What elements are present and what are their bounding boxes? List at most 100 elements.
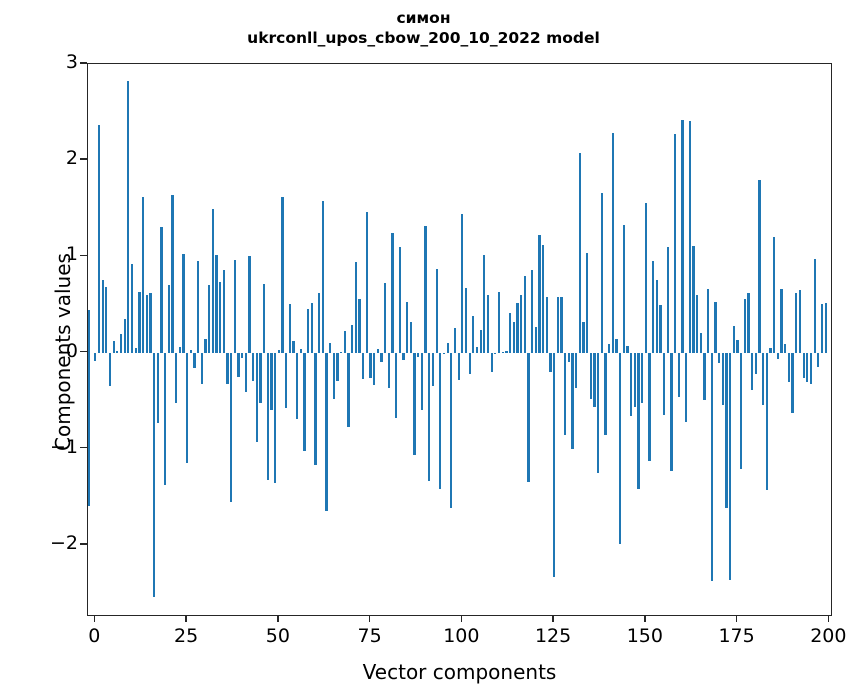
bar bbox=[585, 253, 589, 353]
y-tick-mark bbox=[80, 254, 87, 257]
bar bbox=[582, 321, 585, 353]
bar bbox=[619, 352, 622, 544]
x-tick-mark bbox=[827, 615, 830, 622]
bar bbox=[182, 254, 185, 353]
bar bbox=[681, 119, 684, 353]
bar bbox=[420, 352, 424, 411]
x-axis-title: Vector components bbox=[362, 660, 557, 684]
bar bbox=[108, 352, 112, 387]
bar bbox=[791, 352, 794, 414]
bar bbox=[754, 352, 758, 374]
x-tick-label: 0 bbox=[88, 625, 101, 647]
bar-series bbox=[88, 64, 831, 615]
bar bbox=[141, 196, 145, 353]
bar bbox=[222, 269, 225, 353]
bar bbox=[119, 334, 123, 353]
bar bbox=[622, 224, 625, 353]
bar bbox=[714, 301, 717, 353]
bar bbox=[178, 346, 181, 353]
bar bbox=[116, 350, 119, 353]
bar bbox=[189, 349, 192, 353]
bar bbox=[516, 302, 519, 353]
x-tick-label: 125 bbox=[534, 625, 572, 647]
bar bbox=[424, 225, 427, 353]
bar bbox=[130, 264, 134, 353]
bar bbox=[362, 352, 365, 380]
bar bbox=[802, 352, 805, 379]
bar bbox=[263, 284, 266, 353]
bar bbox=[710, 352, 714, 582]
bar bbox=[94, 352, 97, 362]
bar bbox=[773, 237, 776, 353]
y-tick-mark bbox=[80, 446, 87, 449]
bar bbox=[817, 352, 820, 367]
bar bbox=[241, 352, 244, 359]
bar bbox=[795, 292, 798, 353]
bar bbox=[138, 291, 141, 353]
bar bbox=[156, 352, 159, 423]
bar bbox=[743, 298, 747, 353]
bar bbox=[160, 227, 163, 353]
bar bbox=[237, 352, 240, 377]
bar bbox=[193, 352, 196, 368]
bar bbox=[97, 124, 101, 353]
y-tick-mark bbox=[80, 158, 87, 160]
bar bbox=[395, 352, 398, 418]
bar bbox=[439, 352, 442, 490]
x-tick-label: 25 bbox=[173, 625, 199, 647]
bar bbox=[296, 352, 299, 419]
chart-title-line-2: ukrconll_upos_cbow_200_10_2022 model bbox=[247, 29, 600, 47]
bar bbox=[431, 352, 435, 387]
y-tick-label: 1 bbox=[65, 243, 78, 266]
bar bbox=[314, 352, 317, 466]
bar bbox=[464, 288, 468, 353]
x-tick-mark bbox=[644, 615, 646, 622]
bar bbox=[204, 339, 207, 353]
bar bbox=[281, 196, 284, 353]
bar bbox=[413, 352, 416, 456]
bar bbox=[215, 255, 218, 353]
bar bbox=[229, 352, 233, 502]
x-tick-mark bbox=[368, 615, 371, 622]
bar bbox=[303, 352, 306, 451]
bar bbox=[391, 233, 394, 353]
bar bbox=[376, 348, 380, 353]
bar bbox=[762, 352, 765, 406]
bar bbox=[688, 120, 691, 353]
bar bbox=[523, 275, 526, 353]
y-tick-label: −1 bbox=[49, 435, 78, 458]
bar bbox=[787, 352, 791, 383]
bar bbox=[453, 328, 457, 353]
bar bbox=[358, 298, 361, 353]
bar bbox=[226, 352, 229, 385]
bar bbox=[780, 289, 783, 353]
bar bbox=[325, 352, 328, 512]
y-tick-label: 0 bbox=[65, 339, 78, 362]
bar bbox=[692, 245, 695, 353]
bar bbox=[450, 352, 453, 509]
bar bbox=[252, 352, 255, 382]
chart-title-line-1: симон bbox=[396, 9, 451, 27]
bar bbox=[674, 134, 677, 353]
bar bbox=[677, 352, 680, 397]
bar bbox=[530, 269, 534, 353]
bar bbox=[571, 352, 574, 449]
bar bbox=[457, 352, 460, 381]
bar bbox=[134, 347, 137, 353]
x-tick-mark bbox=[185, 615, 187, 622]
bar bbox=[472, 315, 475, 353]
bar bbox=[88, 310, 91, 353]
bar bbox=[171, 194, 174, 353]
bar bbox=[798, 290, 802, 353]
bar bbox=[824, 302, 827, 353]
bar bbox=[655, 280, 658, 353]
bar bbox=[718, 352, 721, 364]
bar bbox=[549, 352, 552, 372]
plot-area bbox=[87, 63, 832, 616]
bar bbox=[563, 352, 567, 436]
bar bbox=[505, 350, 508, 353]
bar bbox=[615, 339, 618, 353]
bar bbox=[332, 352, 335, 399]
y-tick-mark bbox=[80, 350, 87, 353]
bar bbox=[398, 246, 402, 353]
